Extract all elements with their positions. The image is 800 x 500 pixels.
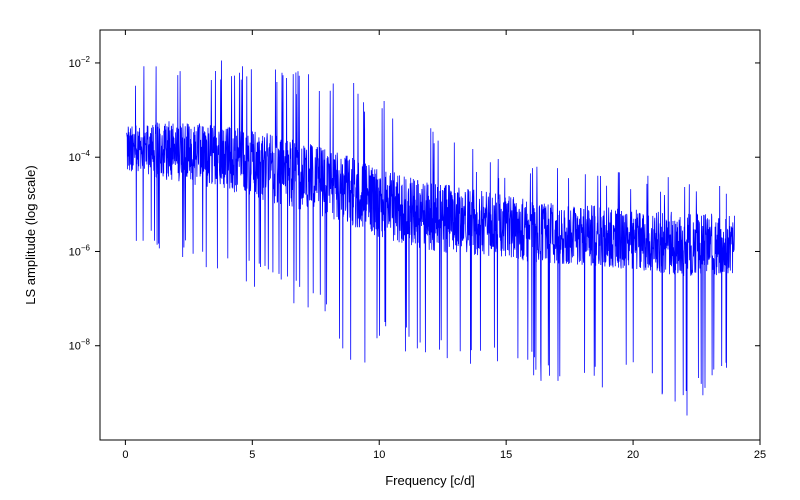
x-tick-label: 25 [754,449,766,461]
periodogram-chart: 0 5 10 15 20 25 10−8 10−6 10−4 10−2 Frequency [c/d… [0,0,800,500]
y-tick-label: 10−8 [69,338,91,353]
x-tick-label: 0 [122,449,128,461]
y-tick-label: 10−6 [69,243,91,258]
x-tick-label: 10 [373,449,385,461]
x-tick-label: 20 [627,449,639,461]
y-tick-label: 10−4 [69,149,91,164]
x-tick-label: 5 [249,449,255,461]
y-tick-label: 10−2 [69,55,91,70]
chart-svg: 0 5 10 15 20 25 10−8 10−6 10−4 10−2 Frequency [c/d… [0,0,800,500]
x-axis-label: Frequency [c/d] [385,473,475,488]
x-tick-label: 15 [500,449,512,461]
y-axis-label: LS amplitude (log scale) [23,165,38,304]
spectrum-line [127,61,735,416]
